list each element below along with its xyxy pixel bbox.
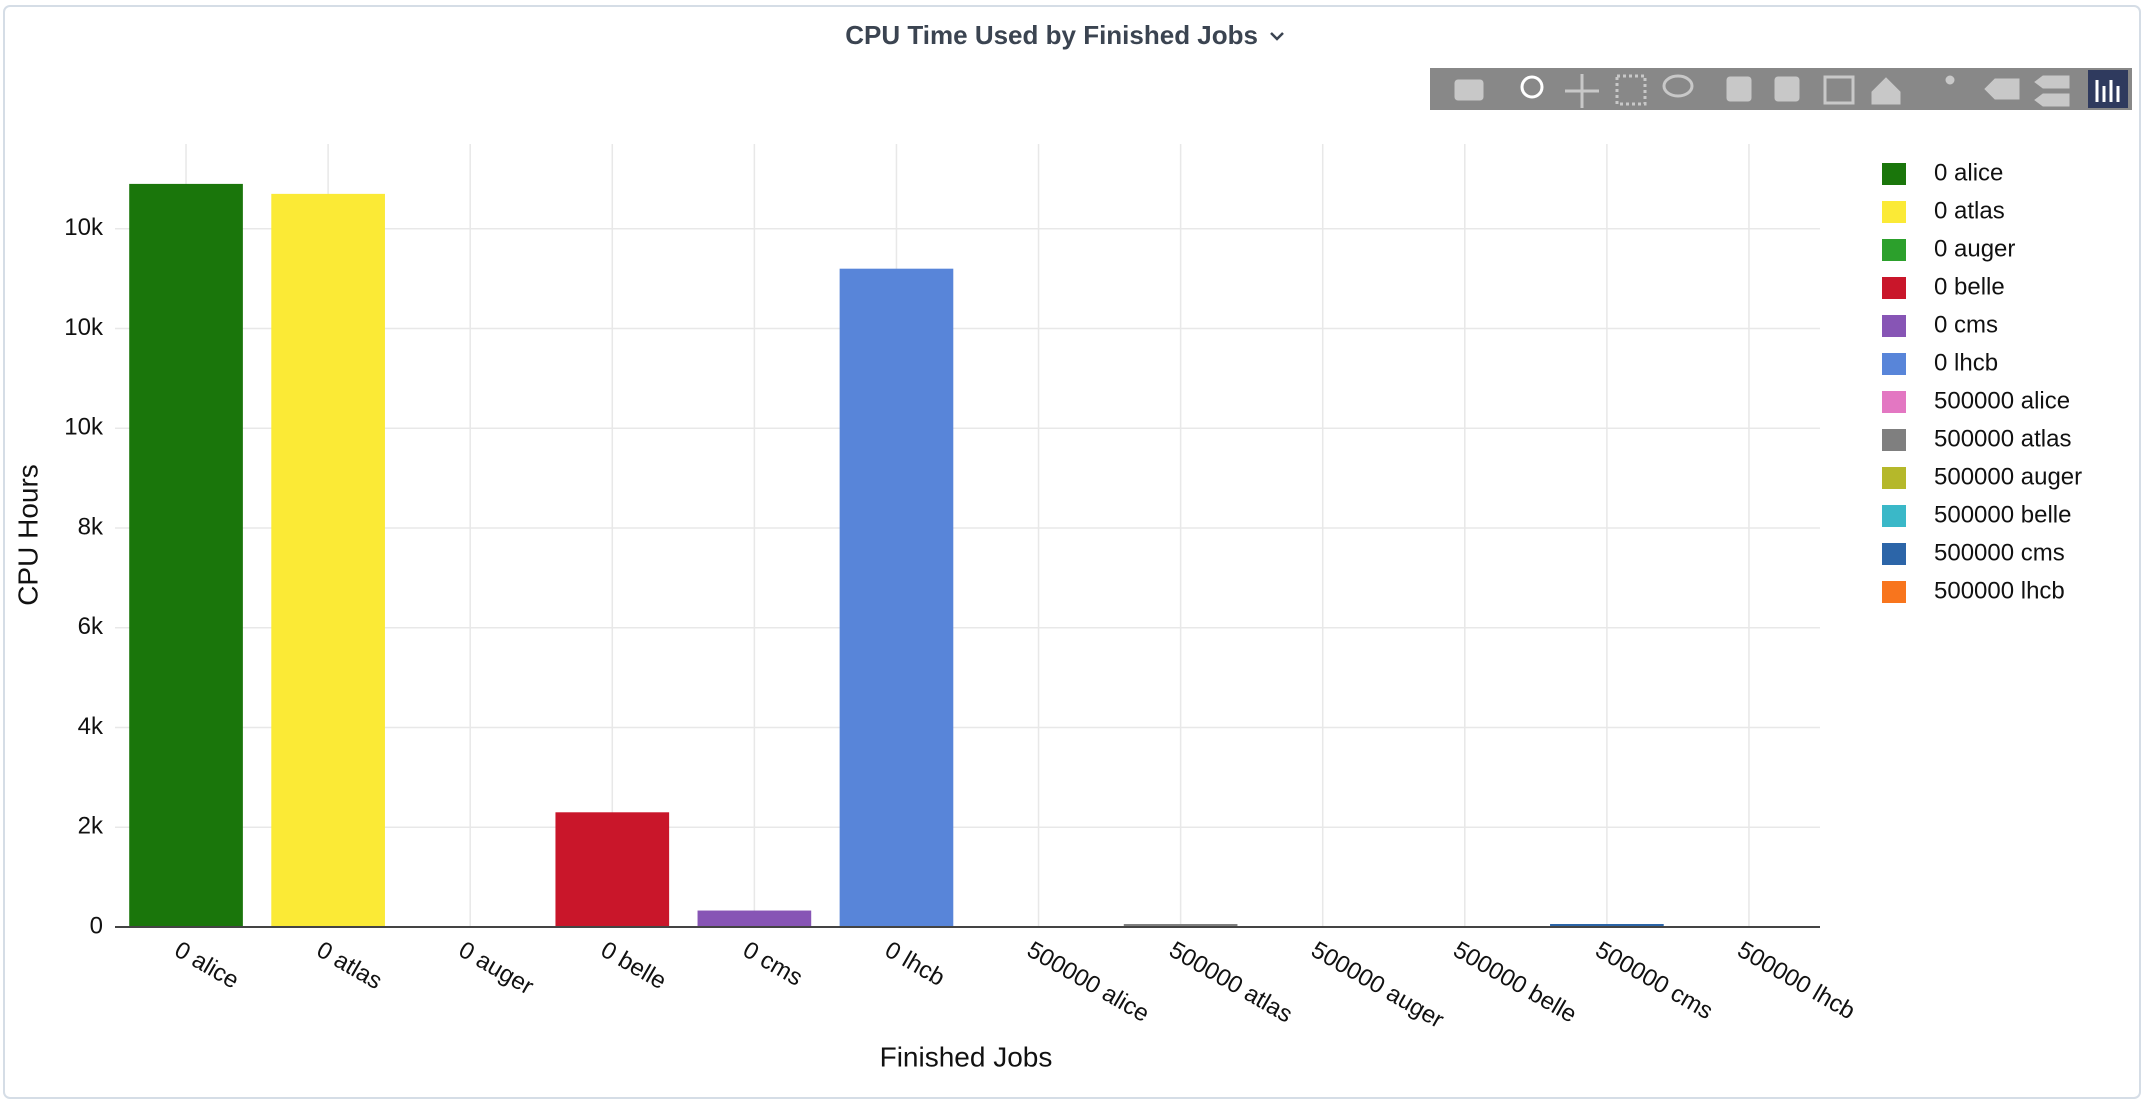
legend-label[interactable]: 0 cms: [1934, 311, 1998, 338]
legend-swatch: [1882, 429, 1906, 451]
zoom-icon[interactable]: [1520, 75, 1544, 99]
legend-swatch: [1882, 391, 1906, 413]
legend-label[interactable]: 500000 auger: [1934, 463, 2082, 490]
bar: [555, 812, 670, 927]
chart-title[interactable]: CPU Time Used by Finished Jobs: [845, 20, 1258, 50]
legend-swatch: [1882, 239, 1906, 261]
legend-swatch: [1882, 353, 1906, 375]
y-tick-label: 2k: [78, 813, 104, 840]
y-tick-label: 10k: [64, 214, 104, 241]
legend-label[interactable]: 500000 alice: [1934, 387, 2070, 414]
y-tick-label: 0: [90, 912, 103, 939]
legend-label[interactable]: 0 atlas: [1934, 197, 2005, 224]
y-tick-label: 10k: [64, 414, 104, 441]
panel: [3, 5, 2141, 1099]
camera-icon[interactable]: [1454, 79, 1484, 101]
legend-label[interactable]: 0 auger: [1934, 235, 2015, 262]
legend-label[interactable]: 500000 atlas: [1934, 425, 2071, 452]
legend-swatch: [1882, 315, 1906, 337]
y-tick-label: 6k: [78, 613, 104, 640]
legend-swatch: [1882, 543, 1906, 565]
pan-icon[interactable]: [1565, 74, 1599, 108]
legend-swatch: [1882, 505, 1906, 527]
x-axis-title: Finished Jobs: [880, 1041, 1053, 1072]
hover-closest-icon[interactable]: [1984, 78, 2020, 100]
bar: [839, 268, 954, 927]
legend-label[interactable]: 500000 lhcb: [1934, 577, 2065, 604]
legend-swatch: [1882, 467, 1906, 489]
title-chevron[interactable]: [1270, 32, 1284, 41]
legend-swatch: [1882, 581, 1906, 603]
legend-label[interactable]: 0 belle: [1934, 273, 2005, 300]
spike-icon[interactable]: [1945, 75, 1955, 85]
home-icon[interactable]: [1871, 77, 1901, 105]
zoom-in-icon[interactable]: [1726, 76, 1752, 102]
bar: [271, 193, 385, 927]
legend-swatch: [1882, 163, 1906, 185]
autoscale-icon[interactable]: [1823, 75, 1855, 105]
logo[interactable]: [2088, 70, 2128, 108]
bar: [697, 910, 812, 927]
legend-label[interactable]: 0 lhcb: [1934, 349, 1998, 376]
bar: [129, 183, 243, 928]
legend-label[interactable]: 0 alice: [1934, 159, 2003, 186]
legend-swatch: [1882, 201, 1906, 223]
y-tick-label: 10k: [64, 314, 104, 341]
legend-swatch: [1882, 277, 1906, 299]
hover-compare-icon[interactable]: [2034, 75, 2070, 107]
logo-bars: [2095, 80, 2120, 102]
legend-label[interactable]: 500000 belle: [1934, 501, 2071, 528]
legend-label[interactable]: 500000 cms: [1934, 539, 2065, 566]
y-tick-label: 8k: [78, 513, 104, 540]
bar: [1550, 924, 1664, 927]
y-tick-label: 4k: [78, 713, 104, 740]
bar: [1123, 924, 1238, 927]
zoom-out-icon[interactable]: [1774, 76, 1800, 102]
lasso-icon[interactable]: [1662, 74, 1694, 98]
y-axis-title: CPU Hours: [12, 464, 43, 606]
toolbar: [1430, 68, 2132, 110]
select-icon[interactable]: [1615, 74, 1647, 106]
